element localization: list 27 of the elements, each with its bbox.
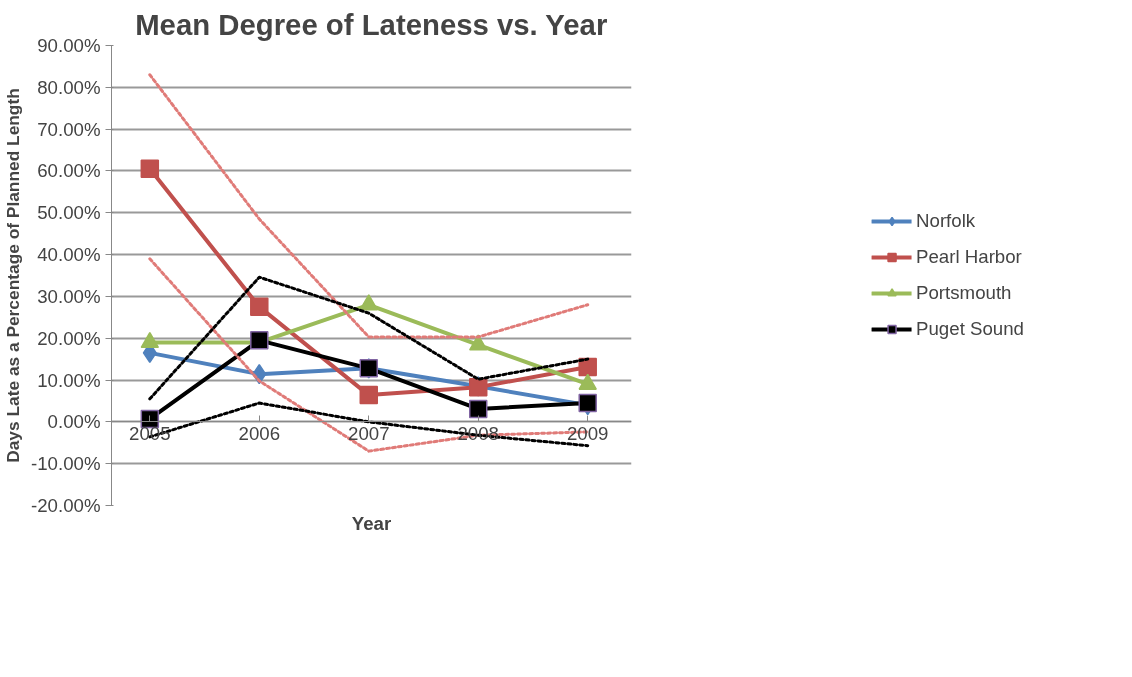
x-tick-label: 2007 bbox=[348, 422, 390, 444]
legend-label: Puget Sound bbox=[916, 318, 1024, 340]
y-tick-label: 70.00% bbox=[37, 118, 101, 140]
y-tick-label: 10.00% bbox=[37, 369, 101, 391]
y-tick-label: 90.00% bbox=[37, 35, 101, 56]
point bbox=[140, 159, 160, 179]
y-tick-label: 60.00% bbox=[37, 160, 101, 182]
point bbox=[250, 297, 269, 317]
legend-label: Pearl Harbor bbox=[916, 246, 1022, 268]
y-tick-label: 40.00% bbox=[37, 244, 101, 266]
y-tick-label: 20.00% bbox=[37, 327, 101, 349]
point bbox=[359, 385, 379, 405]
chart-title: Mean Degree of Lateness vs. Year bbox=[135, 7, 608, 41]
legend-label: Norfolk bbox=[916, 210, 976, 232]
point bbox=[578, 357, 597, 377]
y-tick-label: 80.00% bbox=[37, 76, 101, 98]
legend-label: Portsmouth bbox=[916, 282, 1012, 304]
y-tick-label: 50.00% bbox=[37, 202, 101, 224]
y-tick-label: -10.00% bbox=[31, 453, 101, 475]
x-tick-label: 2009 bbox=[566, 422, 609, 444]
point bbox=[468, 399, 488, 419]
y-tick-label: -20.00% bbox=[31, 495, 101, 516]
x-tick-label: 2006 bbox=[238, 422, 281, 444]
y-axis-title: Days Late as a Percentage of Planned Length bbox=[3, 88, 24, 463]
x-axis-title: Year bbox=[351, 512, 392, 534]
y-tick-label: 30.00% bbox=[37, 285, 101, 307]
y-tick-label: 0.00% bbox=[47, 411, 101, 433]
